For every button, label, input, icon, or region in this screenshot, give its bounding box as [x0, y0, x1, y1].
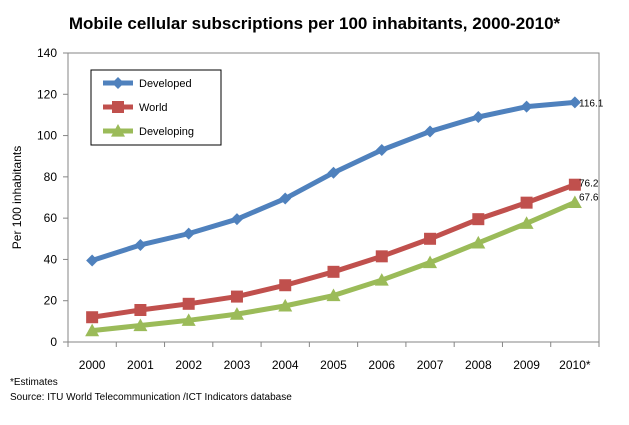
y-tick-label: 140	[37, 46, 57, 60]
developing-point	[374, 273, 389, 286]
x-tick-label: 2002	[175, 358, 202, 372]
developing-point	[567, 195, 582, 209]
x-tick-label: 2000	[79, 358, 106, 372]
developed-point	[375, 144, 388, 157]
legend-label-world: World	[139, 102, 168, 114]
x-tick-label: 2006	[368, 358, 395, 372]
world-point	[327, 265, 340, 278]
x-tick-label: 2010*	[559, 358, 591, 372]
world-point	[424, 232, 437, 245]
developed-point	[424, 125, 437, 138]
developed-point	[86, 254, 99, 267]
world-end-label: 76.2	[579, 179, 599, 190]
y-tick-label: 60	[44, 211, 58, 225]
y-tick-label: 100	[37, 129, 57, 143]
world-point	[279, 279, 292, 292]
x-tick-label: 2008	[465, 358, 492, 372]
legend-label-developed: Developed	[139, 78, 192, 90]
world-point	[182, 297, 195, 310]
developing-end-label: 67.6	[579, 192, 599, 203]
world-point	[375, 250, 388, 263]
developing-point	[423, 255, 438, 269]
developed-point	[520, 100, 533, 113]
developed-point	[472, 110, 485, 123]
developing-point	[471, 235, 486, 249]
developing-point	[229, 307, 244, 320]
developed-point	[279, 192, 292, 205]
estimates-note: *Estimates	[10, 377, 58, 388]
developing-point	[519, 216, 534, 229]
x-tick-label: 2007	[417, 358, 444, 372]
developing-point	[181, 313, 196, 326]
world-point	[472, 213, 485, 226]
world-point	[86, 311, 99, 324]
x-tick-label: 2001	[127, 358, 154, 372]
developed-point	[327, 166, 340, 179]
developing-point	[326, 288, 341, 302]
y-tick-label: 0	[50, 335, 57, 349]
legend-marker-developing	[111, 124, 125, 137]
developing-point	[133, 318, 148, 332]
x-tick-label: 2005	[320, 358, 347, 372]
y-tick-label: 120	[37, 87, 57, 101]
x-tick-label: 2009	[513, 358, 540, 372]
y-axis-label: Per 100 inhabitants	[10, 146, 24, 249]
y-tick-label: 20	[44, 294, 58, 308]
developed-point	[134, 238, 147, 251]
world-point	[230, 290, 243, 303]
developed-point	[230, 213, 243, 226]
developed-point	[568, 96, 581, 109]
developing-point	[85, 323, 100, 337]
plot-area	[67, 52, 600, 343]
developing-point	[278, 298, 293, 312]
x-tick-label: 2004	[272, 358, 299, 372]
legend-label-developing: Developing	[139, 126, 194, 138]
chart-title: Mobile cellular subscriptions per 100 in…	[68, 14, 561, 33]
developed-point	[182, 227, 195, 240]
x-tick-label: 2003	[224, 358, 251, 372]
developed-end-label: 116.1	[579, 98, 604, 109]
world-point	[568, 178, 581, 191]
y-tick-label: 80	[44, 170, 58, 184]
legend-marker-world	[112, 101, 124, 113]
world-point	[520, 196, 533, 209]
y-tick-label: 40	[44, 252, 58, 266]
world-point	[134, 304, 147, 317]
legend-marker-developed	[112, 77, 124, 89]
source-note: Source: ITU World Telecommunication /ICT…	[10, 392, 292, 403]
